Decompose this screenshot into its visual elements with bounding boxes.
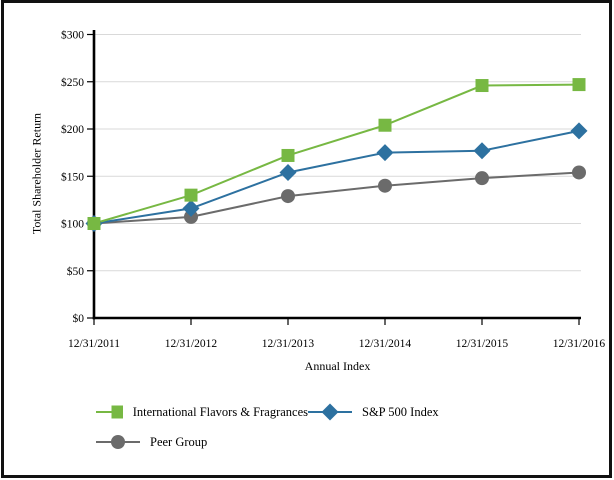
data-point-marker [570, 122, 588, 140]
y-gridlines [94, 34, 581, 272]
legend-marker-shape [321, 403, 339, 421]
peer-group-series-marker-icon [96, 435, 140, 449]
data-point-marker [378, 118, 392, 132]
legend-label-peer-group: Peer Group [150, 434, 208, 449]
legend-row-2: Peer Group [96, 427, 576, 457]
x-tick-label: 12/31/2016 [553, 338, 606, 350]
data-point-marker [182, 199, 200, 217]
data-point-marker [279, 163, 297, 181]
series-line-2 [93, 171, 580, 225]
legend-row-1: International Flavors & Fragrances S&P 5… [96, 397, 576, 427]
x-tick-label: 12/31/2011 [68, 338, 120, 350]
data-point-marker [281, 148, 295, 162]
legend-item-peer-group: Peer Group [96, 433, 308, 451]
series-line-1 [93, 129, 580, 225]
data-point-marker [475, 79, 489, 93]
sp500-series-marker-icon [308, 403, 352, 421]
y-tick-label: $50 [67, 265, 85, 278]
x-tick-label: 12/31/2015 [456, 338, 509, 350]
y-tick-label: $250 [61, 76, 84, 89]
legend-marker-shape [111, 435, 125, 449]
data-point-marker [184, 209, 198, 224]
iff-series-marker-icon [96, 405, 123, 419]
y-tick-label: $300 [61, 29, 84, 42]
legend-item-sp500: S&P 500 Index [308, 403, 439, 421]
legend-item-iff: International Flavors & Fragrances [96, 403, 308, 421]
series-markers-0 [87, 78, 586, 230]
chart-legend: International Flavors & Fragrances S&P 5… [96, 397, 576, 457]
data-point-marker [87, 217, 101, 230]
data-point-marker [184, 188, 198, 202]
x-tick-label: 12/31/2012 [165, 338, 218, 350]
x-tick-label: 12/31/2014 [359, 338, 412, 350]
series-line-0 [93, 83, 580, 225]
y-axis-ticks: $0 $50 $100 $150 $200 $250 $300 [61, 29, 94, 325]
x-tick-label: 12/31/2013 [262, 338, 315, 350]
legend-label-iff: International Flavors & Fragrances [132, 404, 308, 419]
y-tick-label: $0 [73, 312, 85, 325]
y-axis-title: Total Shareholder Return [29, 112, 44, 235]
data-point-marker [572, 78, 586, 92]
data-point-marker [475, 171, 489, 186]
y-tick-label: $150 [61, 170, 84, 183]
data-point-marker [281, 189, 295, 204]
x-axis-title: Annual Index [304, 359, 371, 373]
legend-label-sp500: S&P 500 Index [362, 404, 439, 419]
x-axis-ticks: 12/31/2011 12/31/2012 12/31/2013 12/31/2014… [68, 318, 605, 350]
y-tick-label: $200 [61, 123, 84, 136]
data-point-marker [376, 144, 394, 162]
data-point-marker [572, 165, 586, 180]
series-markers-2 [87, 165, 586, 231]
data-point-marker [378, 178, 392, 193]
data-point-marker [473, 142, 491, 160]
y-tick-label: $100 [61, 218, 84, 231]
legend-marker-shape [111, 405, 123, 419]
